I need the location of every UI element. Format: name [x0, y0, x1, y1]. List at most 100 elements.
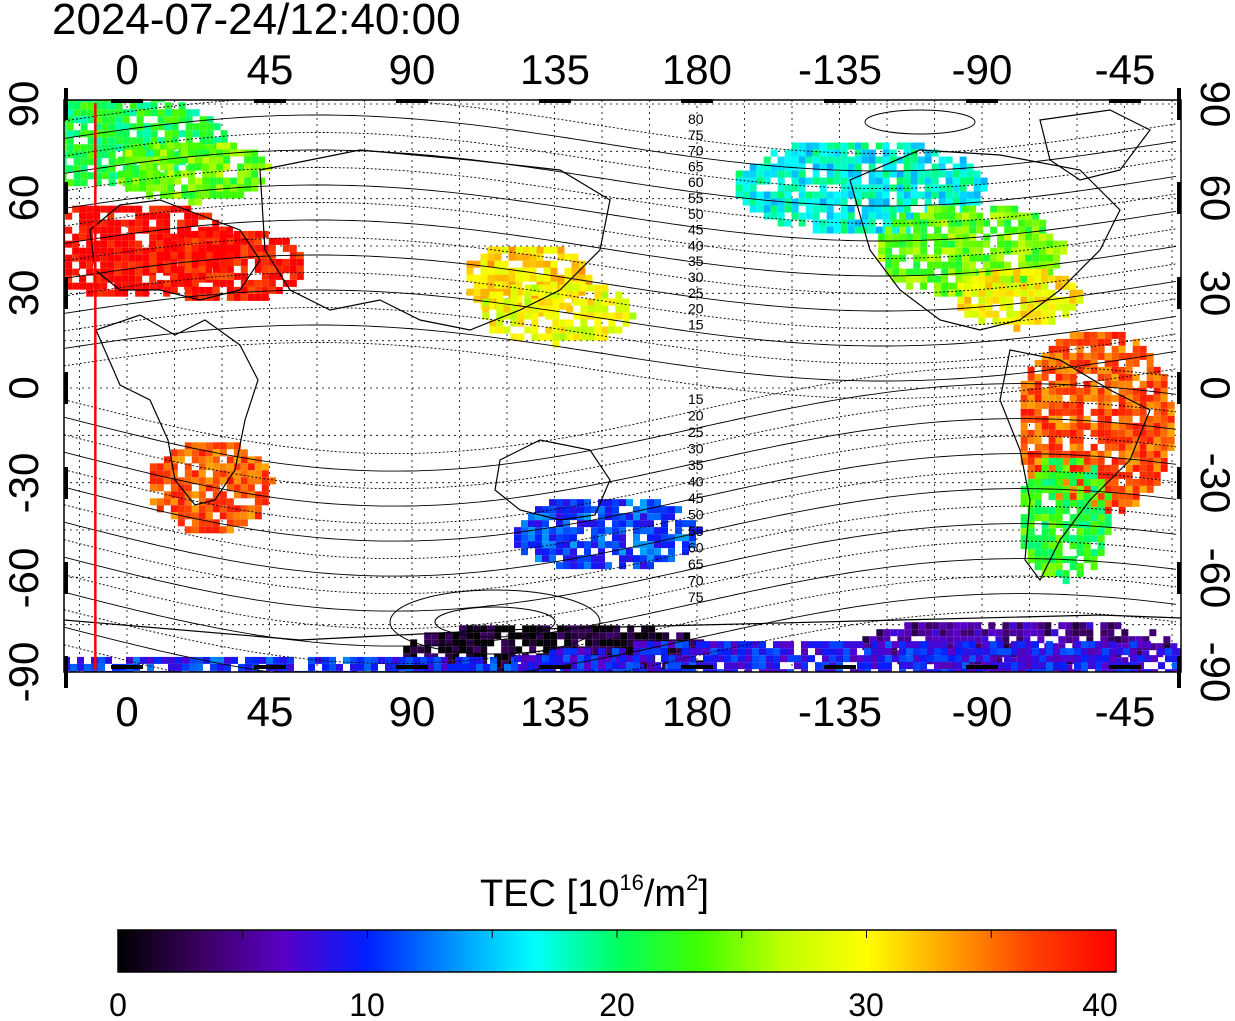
tec-cell — [969, 240, 977, 248]
tec-cell — [1055, 303, 1063, 311]
tec-cell — [833, 177, 841, 185]
tec-cell — [170, 477, 178, 485]
tec-cell — [647, 513, 654, 521]
tec-cell — [903, 156, 911, 164]
contour-label: 40 — [688, 474, 704, 490]
tec-cell — [1097, 471, 1105, 479]
tec-cell — [431, 653, 439, 661]
tec-cell — [189, 663, 196, 671]
tec-cell — [770, 191, 778, 199]
tec-cell — [101, 102, 109, 110]
tec-cell — [1041, 289, 1049, 297]
tec-cell — [585, 625, 593, 633]
contour-label: 25 — [688, 424, 704, 440]
tec-cell — [566, 284, 574, 292]
tec-cell — [941, 268, 949, 276]
tec-cell — [1055, 492, 1063, 500]
tec-cell — [196, 678, 203, 685]
tec-cell — [1097, 401, 1105, 409]
tec-cell — [441, 678, 448, 685]
tec-cell — [1116, 648, 1123, 656]
tec-cell — [552, 305, 560, 313]
tec-cell — [149, 247, 157, 255]
tec-cell — [195, 191, 203, 199]
tec-cell — [955, 268, 963, 276]
tec-cell — [535, 534, 542, 542]
tec-cell — [1090, 514, 1098, 522]
tec-cell — [742, 177, 750, 185]
tec-cell — [1011, 212, 1019, 220]
tec-cell — [1041, 317, 1049, 325]
tec-cell — [1048, 310, 1056, 318]
tec-cell — [668, 676, 675, 683]
tec-cell — [1139, 387, 1147, 395]
tec-cell — [1100, 636, 1108, 644]
tec-cell — [599, 625, 607, 633]
tec-cell — [72, 205, 80, 213]
tec-cell — [549, 648, 556, 656]
tec-cell — [955, 641, 962, 649]
tec-cell — [171, 165, 179, 173]
tec-cell — [868, 191, 876, 199]
tec-cell — [1041, 268, 1049, 276]
tec-cell — [822, 669, 829, 672]
tec-cell — [66, 123, 74, 131]
tec-cell — [1013, 289, 1021, 297]
tec-cell — [115, 102, 123, 110]
tec-cell — [647, 520, 654, 528]
tec-cell — [917, 191, 925, 199]
tec-cell — [87, 130, 95, 138]
tec-cell — [1111, 345, 1119, 353]
tec-cell — [198, 265, 206, 273]
tec-cell — [770, 170, 778, 178]
tec-cell — [578, 632, 586, 640]
tec-cell — [571, 274, 579, 282]
tec-cell — [542, 541, 549, 549]
tec-cell — [913, 655, 920, 663]
tec-cell — [847, 226, 855, 234]
tec-cell — [822, 648, 829, 656]
tec-cell — [72, 233, 80, 241]
tec-cell — [556, 648, 563, 656]
tec-cell — [946, 643, 954, 651]
tec-cell — [132, 149, 140, 157]
tec-cell — [682, 648, 689, 656]
tec-cell — [978, 317, 986, 325]
tec-cell — [962, 648, 969, 656]
tec-cell — [114, 275, 122, 283]
tec-cell — [1097, 535, 1105, 543]
tec-cell — [1048, 345, 1056, 353]
tec-cell — [185, 109, 193, 117]
tec-cell — [885, 233, 893, 241]
tec-cell — [1048, 429, 1056, 437]
tec-cell — [251, 177, 259, 185]
tec-cell — [1016, 636, 1024, 644]
tec-cell — [770, 149, 778, 157]
tec-cell — [626, 555, 633, 563]
tec-cell — [925, 636, 933, 644]
tec-cell — [1139, 429, 1147, 437]
tec-cell — [1034, 282, 1042, 290]
tec-cell — [1048, 570, 1056, 578]
tec-cell — [1160, 387, 1168, 395]
tec-cell — [86, 247, 94, 255]
tec-cell — [11, 165, 18, 172]
tec-cell — [79, 205, 87, 213]
tec-cell — [175, 663, 182, 671]
tec-cell — [1055, 443, 1063, 451]
tec-cell — [1048, 514, 1056, 522]
tec-cell — [1069, 387, 1077, 395]
tec-cell — [86, 289, 94, 297]
tec-cell — [1032, 226, 1040, 234]
tec-cell — [224, 663, 231, 671]
tec-cell — [1097, 415, 1105, 423]
tec-cell — [608, 326, 616, 334]
tec-cell — [836, 655, 843, 663]
tec-cell — [655, 632, 663, 640]
tec-cell — [100, 219, 108, 227]
tec-cell — [791, 198, 799, 206]
tec-cell — [205, 449, 213, 457]
tec-cell — [251, 184, 259, 192]
tec-cell — [1034, 479, 1042, 487]
tec-cell — [973, 191, 981, 199]
